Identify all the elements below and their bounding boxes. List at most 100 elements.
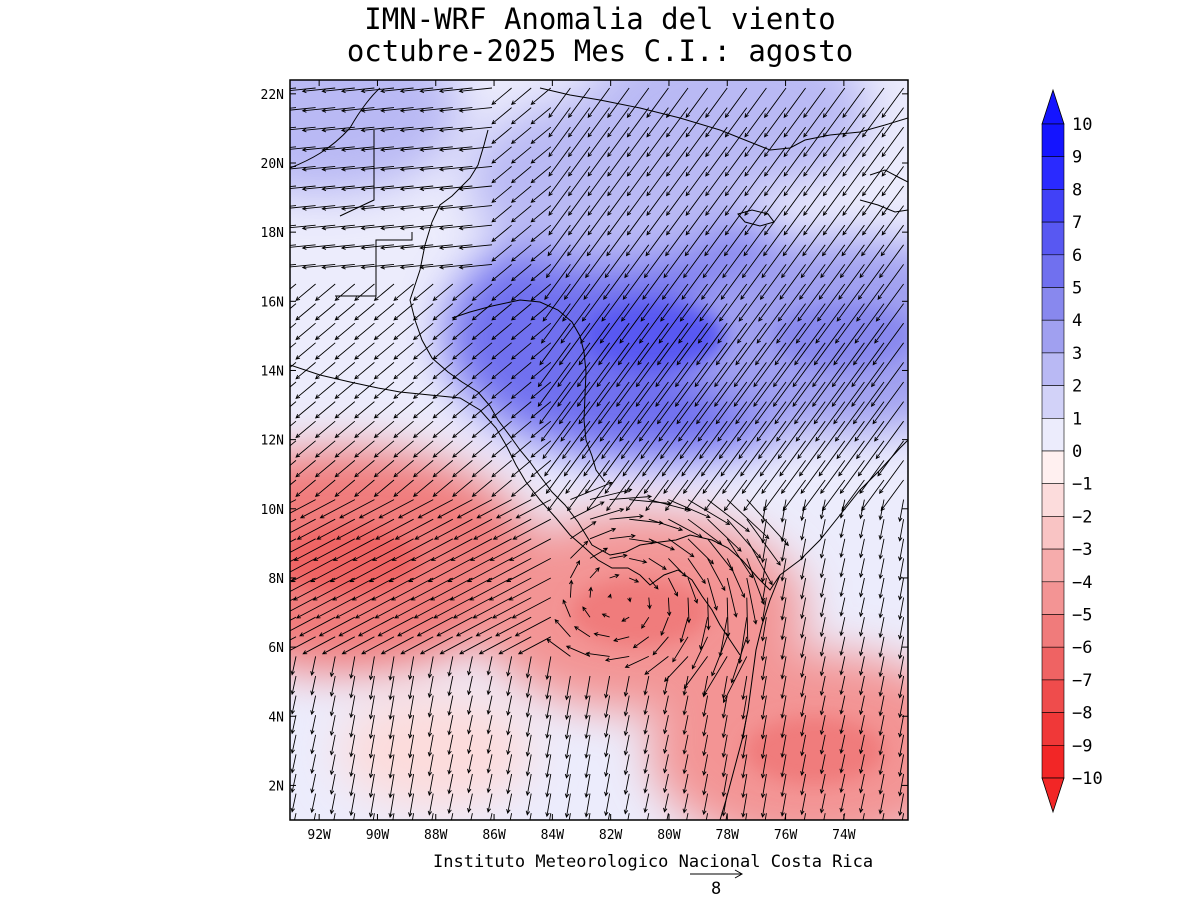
wind-vector-arrow: [584, 675, 591, 700]
wind-vector-arrow: [707, 558, 726, 592]
wind-vector-arrow: [726, 499, 770, 540]
wind-vector-arrow: [702, 715, 709, 737]
wind-vector-arrow: [380, 126, 414, 133]
wind-vector-arrow: [758, 283, 787, 322]
wind-vector-arrow: [706, 597, 711, 631]
wind-vector-arrow: [643, 715, 650, 735]
wind-vector-arrow: [489, 538, 532, 561]
wind-vector-arrow: [854, 303, 885, 344]
wind-vector-arrow: [368, 793, 375, 818]
wind-vector-arrow: [412, 322, 434, 341]
wind-vector-arrow: [525, 734, 532, 757]
wind-vector-arrow: [803, 205, 826, 236]
wind-vector-arrow: [663, 695, 669, 715]
wind-vector-arrow: [626, 185, 650, 217]
colorbar-label: 4: [1072, 311, 1082, 331]
wind-vector-arrow: [655, 342, 689, 388]
wind-vector-arrow: [764, 87, 787, 119]
wind-vector-arrow: [438, 87, 473, 94]
wind-vector-arrow: [783, 166, 806, 197]
wind-vector-arrow: [565, 460, 591, 494]
wind-vector-arrow: [397, 499, 434, 519]
wind-vector-arrow: [760, 636, 767, 662]
wind-vector-arrow: [334, 362, 356, 380]
wind-vector-arrow: [720, 440, 748, 477]
wind-vector-arrow: [839, 460, 865, 494]
wind-vector-arrow: [314, 381, 336, 399]
wind-vector-arrow: [705, 813, 709, 820]
wind-vector-arrow: [839, 715, 846, 735]
wind-vector-arrow: [334, 460, 356, 478]
wind-vector-arrow: [641, 616, 650, 629]
wind-vector-arrow: [666, 205, 689, 236]
wind-vector-arrow: [841, 479, 865, 512]
wind-vector-arrow: [800, 577, 807, 600]
wind-vector-arrow: [321, 146, 355, 152]
wind-vector-arrow: [295, 479, 316, 497]
wind-vector-arrow: [842, 107, 865, 138]
wind-vector-arrow: [738, 283, 767, 322]
wind-vector-arrow: [570, 521, 597, 540]
wind-vector-arrow: [735, 381, 767, 425]
colorbar-label: −3: [1072, 540, 1092, 560]
wind-vector-arrow: [372, 538, 414, 561]
wind-vector-arrow: [380, 107, 414, 113]
wind-vector-arrow: [436, 616, 473, 637]
wind-vector-arrow: [780, 773, 787, 798]
wind-vector-arrow: [321, 636, 356, 655]
wind-vector-arrow: [726, 538, 754, 579]
wind-vector-arrow: [314, 440, 336, 458]
wind-vector-arrow: [760, 499, 767, 524]
wind-vector-arrow: [412, 342, 434, 360]
wind-vector-arrow: [780, 734, 787, 758]
wind-vector-arrow: [568, 126, 591, 158]
wind-vector-arrow: [839, 695, 846, 715]
wind-vector-arrow: [835, 303, 865, 344]
wind-vector-arrow: [427, 675, 434, 699]
y-tick-label: 6N: [268, 641, 284, 656]
wind-vector-arrow: [645, 224, 669, 257]
wind-vector-arrow: [875, 420, 904, 460]
wind-vector-arrow: [408, 773, 415, 798]
wind-vector-arrow: [290, 636, 316, 651]
wind-vector-arrow: [596, 362, 630, 408]
wind-vector-arrow: [783, 185, 806, 217]
wind-vector-arrow: [530, 126, 552, 145]
wind-vector-arrow: [290, 440, 297, 447]
wind-vector-arrow: [881, 146, 904, 177]
wind-vector-arrow: [859, 558, 865, 578]
wind-vector-arrow: [668, 518, 703, 538]
wind-vector-arrow: [432, 420, 454, 439]
wind-vector-arrow: [780, 754, 787, 778]
wind-vector-arrow: [678, 401, 708, 442]
wind-vector-arrow: [607, 166, 630, 197]
wind-vector-arrow: [290, 205, 316, 209]
wind-vector-arrow: [841, 224, 865, 257]
wind-vector-arrow: [372, 813, 375, 820]
wind-vector-arrow: [815, 401, 846, 442]
wind-vector-arrow: [412, 283, 434, 301]
wind-vector-arrow: [510, 264, 532, 282]
wind-vector-arrow: [340, 126, 375, 133]
wind-vector-arrow: [349, 695, 356, 719]
wind-vector-arrow: [341, 636, 375, 655]
wind-vector-arrow: [744, 185, 767, 217]
wind-vector-arrow: [333, 813, 336, 820]
wind-vector-arrow: [760, 577, 767, 603]
wind-vector-arrow: [859, 636, 865, 657]
wind-vector-arrow: [573, 626, 591, 638]
wind-vector-arrow: [681, 440, 708, 477]
wind-vector-arrow: [780, 656, 787, 680]
wind-vector-arrow: [604, 715, 611, 738]
wind-vector-arrow: [432, 303, 454, 321]
wind-vector-arrow: [598, 381, 630, 425]
wind-vector-arrow: [604, 675, 611, 699]
wind-vector-arrow: [315, 597, 356, 619]
wind-vector-arrow: [514, 616, 552, 637]
wind-vector-arrow: [744, 146, 767, 177]
wind-vector-arrow: [683, 244, 708, 279]
wind-vector-arrow: [803, 166, 826, 197]
wind-vector-arrow: [678, 303, 708, 344]
wind-vector-arrow: [452, 381, 473, 399]
wind-vector-arrow: [545, 244, 571, 279]
